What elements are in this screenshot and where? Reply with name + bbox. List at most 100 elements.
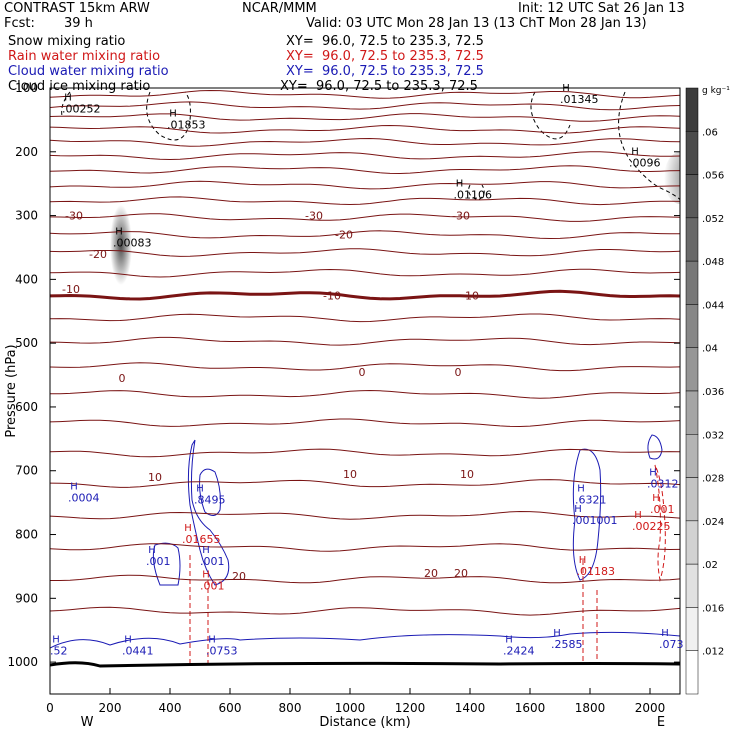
- isotherm-label: 20: [232, 570, 246, 583]
- x-axis-west-label: W: [81, 715, 94, 730]
- colorbar-label: .044: [702, 300, 724, 311]
- colorbar-segment: [685, 217, 699, 262]
- max-value-label: .0096: [629, 157, 661, 170]
- colorbar-segment: [685, 260, 699, 305]
- max-value-label: .01655: [182, 533, 221, 546]
- colorbar-segment: [685, 390, 699, 435]
- field-name-snow: Snow mixing ratio: [8, 34, 126, 49]
- cloud-water-contour: [50, 631, 680, 649]
- field-xy-cloud-water: XY= 96.0, 72.5 to 235.3, 72.5: [286, 64, 484, 79]
- forecast-label: Fcst:: [4, 16, 35, 31]
- isotherm-line: [50, 574, 680, 584]
- max-value-label: .52: [50, 645, 68, 658]
- y-tick-label: 900: [15, 591, 38, 605]
- isotherm-label: 10: [343, 468, 357, 481]
- max-value-label: .6321: [575, 493, 607, 506]
- max-value-label: .001: [200, 579, 225, 592]
- isotherm-label: -10: [62, 283, 80, 296]
- max-marker-h: H: [652, 493, 660, 504]
- colorbar-label: .06: [702, 127, 718, 138]
- max-value-label: .2424: [503, 645, 535, 658]
- colorbar-label: .032: [702, 430, 724, 441]
- x-tick-label: 1200: [395, 701, 426, 715]
- y-tick-label: 200: [15, 145, 38, 159]
- max-value-label: .0004: [68, 491, 100, 504]
- isotherm-line: [50, 196, 680, 206]
- surface-line: [49, 661, 681, 668]
- isotherm-line: [50, 137, 680, 147]
- max-marker-h: H: [70, 481, 78, 492]
- max-marker-h: H: [64, 92, 72, 103]
- colorbar-segment: [685, 607, 699, 651]
- x-tick-label: 400: [159, 701, 182, 715]
- y-tick-label: 1000: [7, 655, 38, 669]
- isotherm-line: [50, 336, 680, 346]
- max-value-label: .0312: [647, 477, 679, 490]
- init-time: Init: 12 UTC Sat 26 Jan 13: [518, 1, 685, 16]
- max-marker-h: H: [553, 628, 561, 639]
- isotherm-label: -30: [305, 210, 323, 223]
- max-marker-h: H: [184, 523, 192, 534]
- isotherm-label: 0: [455, 366, 462, 379]
- x-tick-label: 2000: [635, 701, 666, 715]
- y-tick-label: 400: [15, 272, 38, 286]
- max-marker-h: H: [202, 545, 210, 556]
- isotherm-label: -10: [461, 289, 479, 302]
- x-axis-label: Distance (km): [319, 715, 410, 730]
- isotherm-line: [50, 389, 680, 399]
- field-xy-snow: XY= 96.0, 72.5 to 235.3, 72.5: [286, 34, 484, 49]
- colorbar-segment: [685, 563, 699, 608]
- max-value-label: .073: [659, 638, 684, 651]
- model-center: NCAR/MMM: [242, 1, 317, 16]
- colorbar-label: .012: [702, 647, 724, 658]
- colorbar-segment: [685, 87, 699, 132]
- cloud-ice-contour: [146, 91, 191, 141]
- isotherm-line: [50, 510, 680, 520]
- colorbar-label: .056: [702, 171, 724, 182]
- max-marker-h: H: [456, 178, 464, 189]
- colorbar-segment: [685, 477, 699, 522]
- colorbar-segment: [685, 174, 699, 219]
- isotherm-line: [50, 479, 680, 488]
- isotherm-line: [50, 418, 680, 428]
- colorbar-label: .04: [702, 344, 718, 355]
- max-value-label: .00083: [113, 236, 152, 249]
- max-value-label: .001001: [572, 514, 618, 527]
- plot-frame: [49, 87, 681, 695]
- isotherm-line: [50, 362, 680, 372]
- max-marker-h: H: [577, 483, 585, 494]
- max-marker-h: H: [148, 545, 156, 556]
- colorbar-segment: [685, 434, 699, 478]
- max-marker-h: H: [115, 226, 123, 237]
- isotherm-label: 10: [148, 471, 162, 484]
- isotherm-line: [50, 448, 680, 458]
- max-value-label: .01106: [454, 188, 493, 201]
- isotherm-line: [50, 165, 680, 175]
- max-marker-h: H: [574, 504, 582, 515]
- max-marker-h: H: [579, 555, 587, 566]
- max-marker-h: H: [208, 635, 216, 646]
- max-value-label: .001: [200, 555, 225, 568]
- x-axis-east-label: E: [657, 715, 665, 730]
- colorbar-label: .024: [702, 517, 724, 528]
- isotherm-label: -10: [323, 289, 341, 302]
- colorbar-label: .028: [702, 474, 724, 485]
- x-tick-label: 1600: [515, 701, 546, 715]
- max-value-label: .01345: [560, 93, 599, 106]
- y-tick-label: 300: [15, 209, 38, 223]
- isotherm-label: 20: [424, 567, 438, 580]
- max-marker-h: H: [634, 510, 642, 521]
- y-tick-label: 500: [15, 336, 38, 350]
- colorbar-label: .036: [702, 387, 724, 398]
- cloud-water-contour: [647, 434, 663, 460]
- isotherm-label: -20: [335, 229, 353, 242]
- x-tick-label: 600: [219, 701, 242, 715]
- colorbar-segment: [685, 650, 699, 695]
- max-value-label: .00225: [632, 520, 671, 533]
- x-tick-label: 1800: [575, 701, 606, 715]
- max-marker-h: H: [505, 635, 513, 646]
- cloud-water-contour: [572, 448, 602, 581]
- y-tick-label: 700: [15, 464, 38, 478]
- x-tick-label: 200: [99, 701, 122, 715]
- colorbar-label: .016: [702, 603, 724, 614]
